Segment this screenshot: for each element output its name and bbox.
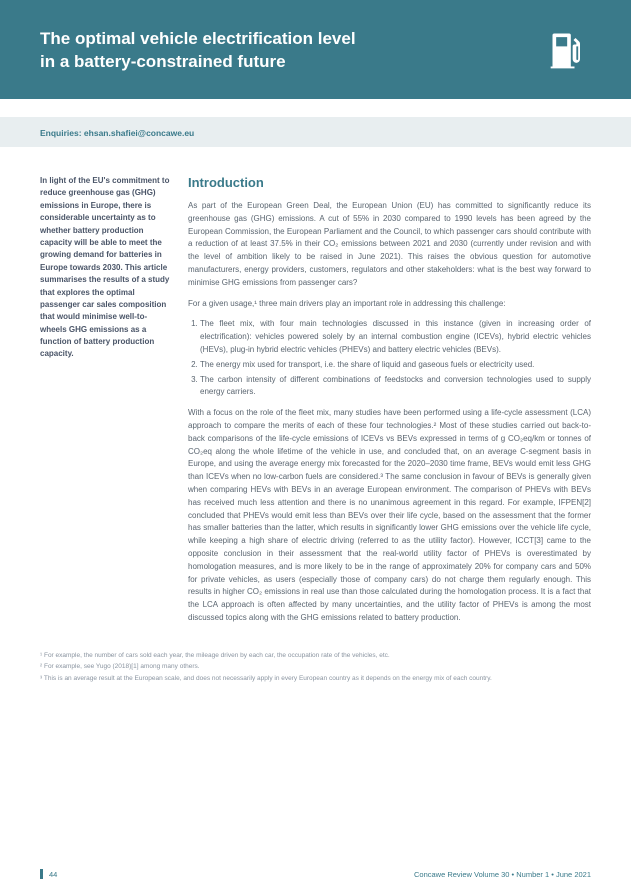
page-title: The optimal vehicle electrification leve…: [40, 28, 356, 74]
footnote: ² For example, see Yugo (2018)[1] among …: [40, 662, 591, 672]
footnote: ¹ For example, the number of cars sold e…: [40, 651, 591, 661]
list-item: The energy mix used for transport, i.e. …: [200, 359, 591, 372]
footnotes: ¹ For example, the number of cars sold e…: [0, 651, 631, 684]
intro-para-3: With a focus on the role of the fleet mi…: [188, 407, 591, 625]
section-heading-introduction: Introduction: [188, 175, 591, 190]
drivers-list: The fleet mix, with four main technologi…: [188, 318, 591, 399]
title-line-2: in a battery-constrained future: [40, 51, 356, 74]
sidebar-summary: In light of the EU's commitment to reduc…: [40, 175, 170, 633]
content-area: In light of the EU's commitment to reduc…: [0, 147, 631, 633]
header-banner: The optimal vehicle electrification leve…: [0, 0, 631, 99]
main-column: Introduction As part of the European Gre…: [188, 175, 591, 633]
page-footer: 44 Concawe Review Volume 30 • Number 1 •…: [0, 869, 631, 879]
fuel-pump-icon: [547, 28, 591, 77]
footer-left: 44: [40, 869, 57, 879]
list-item: The fleet mix, with four main technologi…: [200, 318, 591, 356]
enquiries-bar: Enquiries: ehsan.shafiei@concawe.eu: [0, 117, 631, 147]
footer-accent-bar: [40, 869, 43, 879]
enquiries-text: Enquiries: ehsan.shafiei@concawe.eu: [40, 128, 194, 138]
page: The optimal vehicle electrification leve…: [0, 0, 631, 891]
footnote: ³ This is an average result at the Europ…: [40, 674, 591, 684]
intro-para-2: For a given usage,¹ three main drivers p…: [188, 298, 591, 311]
list-item: The carbon intensity of different combin…: [200, 374, 591, 400]
title-line-1: The optimal vehicle electrification leve…: [40, 28, 356, 51]
publication-info: Concawe Review Volume 30 • Number 1 • Ju…: [414, 870, 591, 879]
intro-para-1: As part of the European Green Deal, the …: [188, 200, 591, 290]
page-number: 44: [49, 870, 57, 879]
